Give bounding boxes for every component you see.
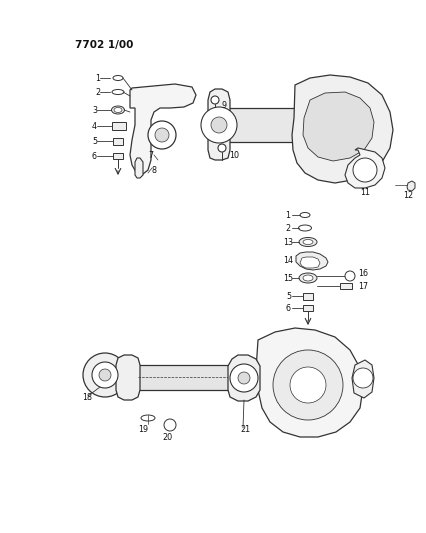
- Polygon shape: [116, 355, 140, 400]
- Circle shape: [352, 158, 376, 182]
- Text: 19: 19: [138, 425, 148, 434]
- Ellipse shape: [114, 108, 122, 112]
- Polygon shape: [291, 75, 392, 183]
- Circle shape: [201, 107, 236, 143]
- Polygon shape: [406, 181, 414, 191]
- Polygon shape: [351, 360, 373, 398]
- Text: 4: 4: [92, 122, 97, 131]
- Bar: [302, 305, 312, 311]
- Polygon shape: [295, 252, 327, 270]
- Circle shape: [92, 362, 118, 388]
- Bar: [112, 122, 126, 130]
- Text: 3: 3: [92, 106, 97, 115]
- Text: 6: 6: [285, 303, 290, 312]
- Text: 5: 5: [285, 292, 291, 301]
- Ellipse shape: [298, 273, 316, 283]
- Circle shape: [83, 353, 127, 397]
- Ellipse shape: [111, 106, 124, 114]
- Text: 13: 13: [282, 238, 292, 246]
- Text: 14: 14: [282, 255, 292, 264]
- Ellipse shape: [141, 415, 155, 421]
- Ellipse shape: [298, 238, 316, 246]
- Text: 7: 7: [148, 150, 153, 159]
- Polygon shape: [207, 89, 230, 160]
- Text: 10: 10: [228, 150, 239, 159]
- Polygon shape: [138, 365, 245, 390]
- Text: 17: 17: [357, 281, 367, 290]
- Text: 16: 16: [357, 269, 367, 278]
- Text: 21: 21: [239, 425, 250, 434]
- Ellipse shape: [298, 225, 311, 231]
- Bar: [113, 153, 123, 159]
- Circle shape: [210, 117, 227, 133]
- Text: 18: 18: [82, 393, 92, 402]
- Text: 12: 12: [402, 190, 412, 199]
- Ellipse shape: [299, 213, 309, 217]
- Text: 15: 15: [282, 273, 292, 282]
- Polygon shape: [130, 84, 196, 174]
- Text: 5: 5: [92, 136, 97, 146]
- Polygon shape: [227, 108, 299, 142]
- Ellipse shape: [112, 90, 124, 94]
- Text: 7702 1/00: 7702 1/00: [75, 40, 133, 50]
- Bar: [302, 293, 312, 300]
- Ellipse shape: [302, 275, 312, 281]
- Circle shape: [99, 369, 111, 381]
- Text: 11: 11: [359, 188, 369, 197]
- Circle shape: [237, 372, 249, 384]
- Text: 1: 1: [95, 74, 100, 83]
- Ellipse shape: [302, 239, 312, 245]
- Text: 2: 2: [284, 223, 289, 232]
- Ellipse shape: [113, 76, 123, 80]
- Circle shape: [230, 364, 257, 392]
- Polygon shape: [299, 257, 319, 268]
- Text: 1: 1: [284, 211, 289, 220]
- Text: 2: 2: [95, 87, 100, 96]
- Polygon shape: [302, 92, 373, 161]
- Circle shape: [344, 271, 354, 281]
- Circle shape: [155, 128, 169, 142]
- Text: 20: 20: [161, 433, 172, 442]
- Text: 9: 9: [222, 101, 227, 109]
- Circle shape: [272, 350, 342, 420]
- Polygon shape: [344, 148, 384, 188]
- Text: 8: 8: [152, 166, 157, 174]
- Polygon shape: [256, 328, 362, 437]
- Text: 6: 6: [92, 151, 97, 160]
- Bar: [113, 138, 123, 145]
- Circle shape: [218, 144, 225, 152]
- Circle shape: [210, 96, 219, 104]
- Circle shape: [164, 419, 176, 431]
- Polygon shape: [135, 158, 143, 178]
- Circle shape: [148, 121, 176, 149]
- Bar: [339, 283, 351, 289]
- Polygon shape: [227, 355, 259, 401]
- Circle shape: [289, 367, 325, 403]
- Circle shape: [352, 368, 372, 388]
